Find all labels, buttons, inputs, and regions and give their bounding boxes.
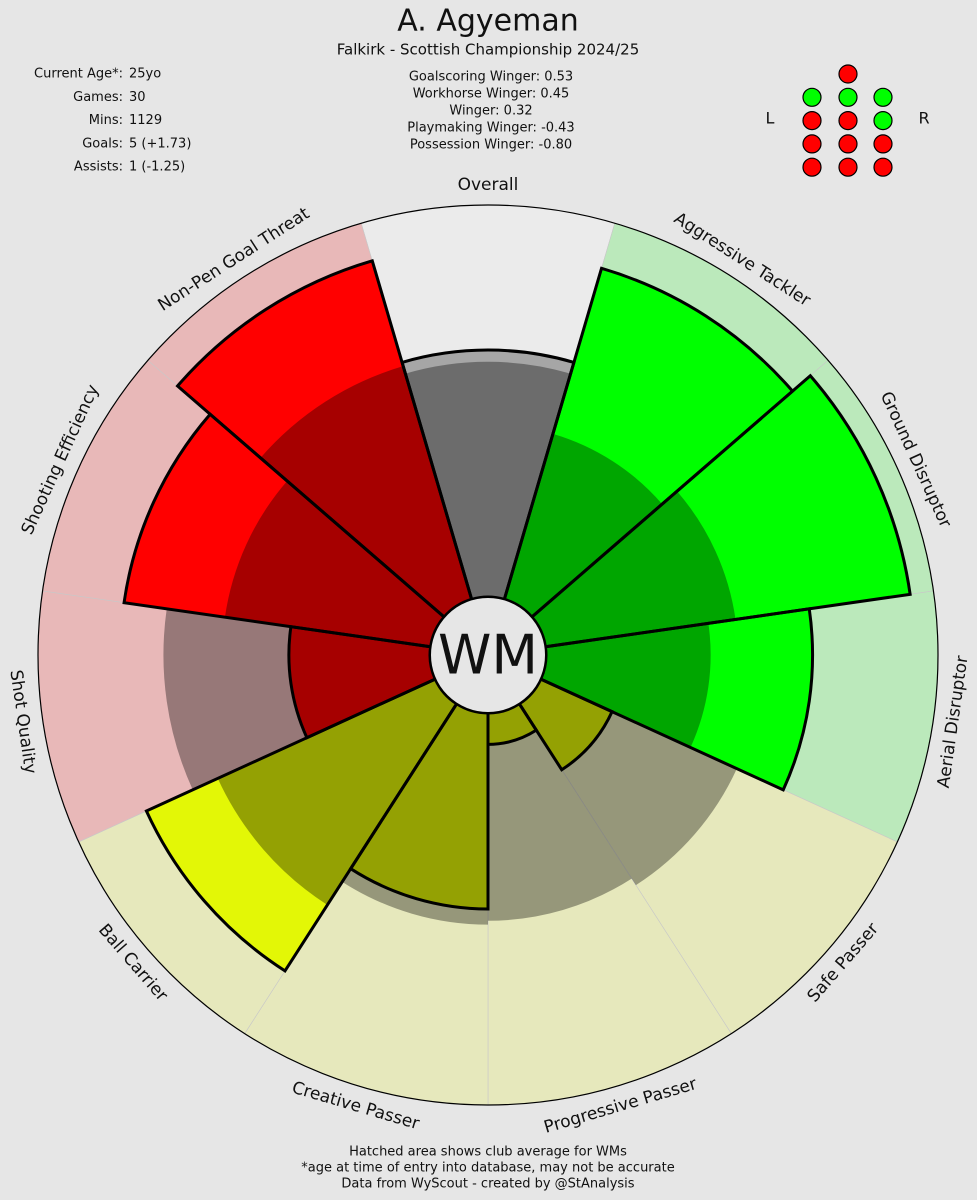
position-dot xyxy=(873,157,893,177)
position-dot xyxy=(802,157,822,177)
position-dot xyxy=(873,87,893,107)
position-dot xyxy=(802,110,822,131)
outer-ring xyxy=(37,204,939,1106)
position-dot xyxy=(873,110,893,131)
info-value: 1 (-1.25) xyxy=(129,160,185,175)
info-value: 30 xyxy=(129,90,146,105)
club-average xyxy=(217,679,457,905)
info-label: Mins: xyxy=(89,113,123,128)
archetype-score: Workhorse Winger: 0.45 xyxy=(413,87,570,102)
center-label: WM xyxy=(438,624,538,687)
footer-note: Hatched area shows club average for WMs xyxy=(349,1145,627,1160)
bar xyxy=(146,679,457,971)
position-dot xyxy=(838,87,858,107)
info-value: 1129 xyxy=(129,113,162,128)
club-average xyxy=(488,703,632,921)
club-average xyxy=(163,608,436,790)
info-label: Assists: xyxy=(74,160,123,175)
side-label: L xyxy=(766,109,775,128)
club-average xyxy=(260,366,472,618)
position-dot xyxy=(802,87,822,107)
archetype-score: Playmaking Winger: -0.43 xyxy=(407,121,574,136)
club-average xyxy=(405,361,571,600)
bar xyxy=(531,375,911,647)
info-value: 25yo xyxy=(129,67,161,82)
side-label: R xyxy=(918,109,929,128)
club-average xyxy=(519,679,737,886)
archetype-score: Goalscoring Winger: 0.53 xyxy=(409,70,573,85)
club-average xyxy=(540,623,711,748)
bar xyxy=(402,350,574,600)
club-average xyxy=(504,433,663,618)
info-label: Games: xyxy=(73,90,123,105)
archetype-score: Possession Winger: -0.80 xyxy=(410,138,572,153)
info-value: 5 (+1.73) xyxy=(129,136,191,151)
bar xyxy=(540,608,813,790)
footer-note: *age at time of entry into database, may… xyxy=(301,1161,674,1176)
center-circle xyxy=(429,596,547,714)
club-average xyxy=(224,480,445,647)
info-label: Goals: xyxy=(82,136,123,151)
position-dot xyxy=(838,110,858,131)
position-dot xyxy=(873,134,893,154)
position-dot xyxy=(802,134,822,154)
club-average xyxy=(342,703,488,925)
bar xyxy=(288,626,436,738)
position-dot xyxy=(838,134,858,154)
position-dot xyxy=(838,64,858,84)
archetype-score: Winger: 0.32 xyxy=(449,104,532,119)
info-label: Current Age*: xyxy=(34,67,123,82)
category-label: Overall xyxy=(458,175,519,195)
club-average xyxy=(531,491,736,647)
footer-note: Data from WyScout - created by @StAnalys… xyxy=(341,1177,634,1192)
subtitle: Falkirk - Scottish Championship 2024/25 xyxy=(337,41,639,59)
title: A. Agyeman xyxy=(397,4,578,39)
bar xyxy=(350,703,488,909)
position-dot xyxy=(838,157,858,177)
bar xyxy=(124,414,445,647)
